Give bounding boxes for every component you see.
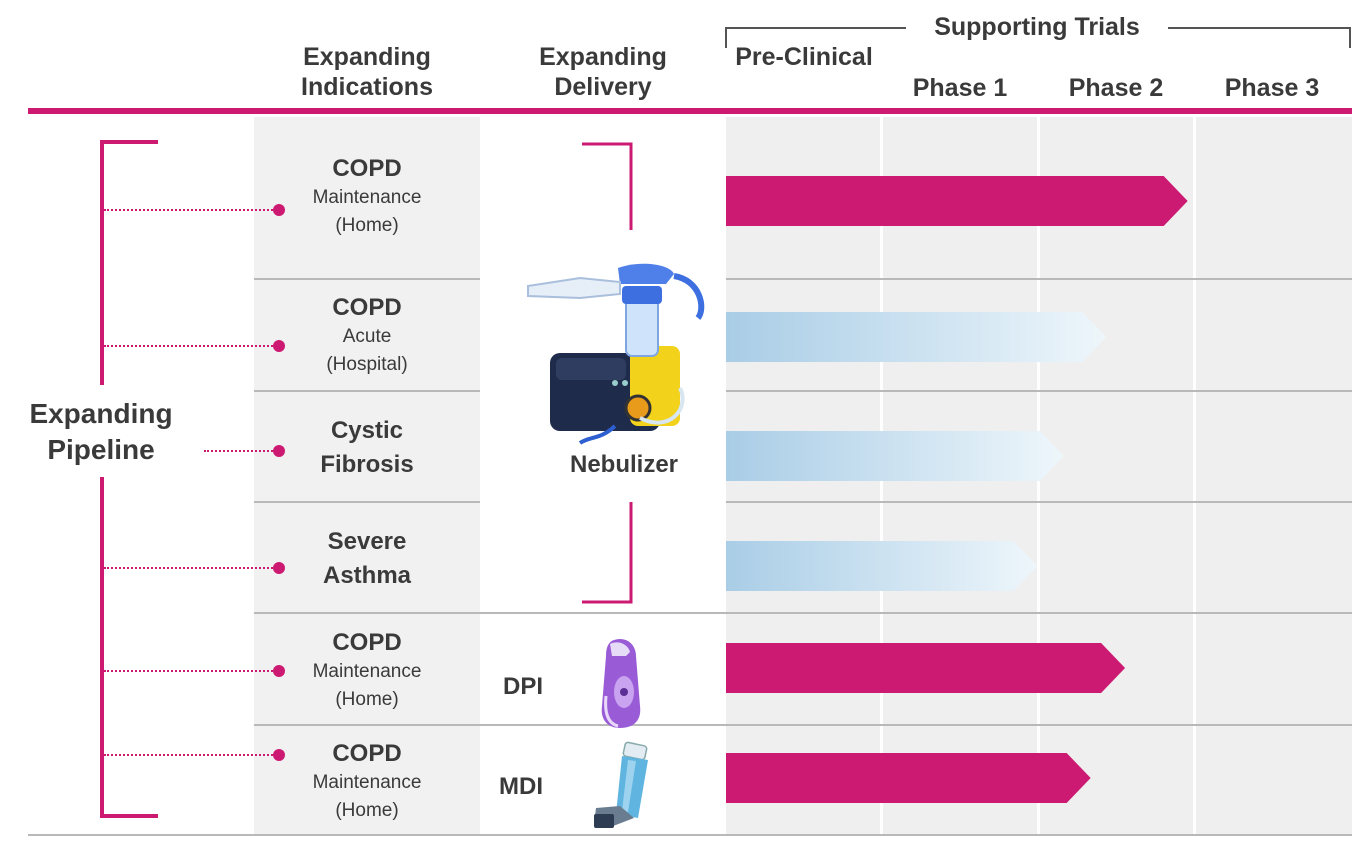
connector-row-6 <box>104 754 276 756</box>
indication-row-5: COPD Maintenance (Home) <box>254 628 480 714</box>
phase-header-phase3: Phase 3 <box>1194 73 1350 103</box>
indications-column-background <box>254 117 480 836</box>
connector-dot <box>273 445 285 457</box>
phase-header-text: Phase 1 <box>912 74 1008 102</box>
indication-name: Cystic Fibrosis <box>320 417 414 478</box>
connector-dot <box>273 665 285 677</box>
delivery-mdi-label: MDI <box>499 773 543 801</box>
mdi-label-text: MDI <box>499 773 543 800</box>
indication-name: COPD <box>332 740 402 767</box>
mdi-inhaler-icon <box>594 741 648 828</box>
row-separator <box>254 390 480 392</box>
indication-detail: Maintenance (Home) <box>312 661 422 710</box>
indication-detail: Maintenance (Home) <box>312 772 422 821</box>
row-separator <box>726 390 1352 392</box>
bottom-rule <box>28 834 1352 836</box>
delivery-nebulizer-label: Nebulizer <box>540 451 708 479</box>
indication-row-3: Cystic Fibrosis <box>254 414 480 482</box>
indication-name: COPD <box>332 155 402 182</box>
connector-dot <box>273 749 285 761</box>
indication-name: COPD <box>332 294 402 321</box>
connector-row-5 <box>104 670 276 672</box>
header-delivery-text: Expanding Delivery <box>539 43 667 101</box>
connector-row-2 <box>104 345 276 347</box>
phase-header-phase1: Phase 1 <box>882 73 1038 103</box>
row-separator <box>726 278 1352 280</box>
row-separator <box>726 501 1352 503</box>
row-separator <box>254 501 480 503</box>
delivery-dpi-label: DPI <box>503 673 543 701</box>
pipeline-bracket-top <box>100 140 104 385</box>
header-indications-text: Expanding Indications <box>301 43 433 101</box>
connector-row-1 <box>104 209 276 211</box>
header-supporting-trials-text: Supporting Trials <box>934 13 1140 41</box>
indication-name: Severe Asthma <box>322 528 412 589</box>
nebulizer-label-text: Nebulizer <box>569 451 679 478</box>
nebulizer-bracket <box>582 142 633 604</box>
pipeline-label-text: Expanding Pipeline <box>29 398 173 465</box>
connector-dot <box>273 204 285 216</box>
header-expanding-indications: Expanding Indications <box>254 42 480 102</box>
row-separator <box>254 278 480 280</box>
indication-row-6: COPD Maintenance (Home) <box>254 739 480 825</box>
phase-header-text: Phase 2 <box>1068 74 1164 102</box>
phase-separator <box>1193 117 1196 836</box>
dpi-label-text: DPI <box>503 673 544 700</box>
phase-header-text: Pre-Clinical <box>735 43 873 71</box>
phase-header-text: Phase 3 <box>1224 74 1320 102</box>
phase-header-phase2: Phase 2 <box>1038 73 1194 103</box>
header-supporting-trials: Supporting Trials <box>906 12 1168 42</box>
indication-row-4: Severe Asthma <box>254 525 480 593</box>
indication-detail: Acute (Hospital) <box>326 326 408 375</box>
pipeline-bracket-bottom-cap <box>100 814 158 818</box>
indication-row-2: COPD Acute (Hospital) <box>254 293 480 379</box>
progress-arrow-row-4 <box>726 541 1038 591</box>
progress-arrow-row-2 <box>726 312 1107 362</box>
nebulizer-device-icon <box>527 263 705 445</box>
progress-arrow-row-6 <box>726 753 1091 803</box>
connector-row-4 <box>104 567 276 569</box>
indication-detail: Maintenance (Home) <box>312 187 422 236</box>
phase-header-preclinical: Pre-Clinical <box>726 42 882 72</box>
header-rule <box>28 108 1352 114</box>
row-separator <box>254 612 1352 614</box>
pipeline-bracket-top-cap <box>100 140 158 144</box>
pipeline-bracket-bottom <box>100 477 104 818</box>
pipeline-label: Expanding Pipeline <box>20 396 182 468</box>
connector-dot <box>273 562 285 574</box>
indication-row-1: COPD Maintenance (Home) <box>254 154 480 240</box>
header-expanding-delivery: Expanding Delivery <box>490 42 716 102</box>
supporting-trials-bracket <box>725 27 1351 48</box>
connector-dot <box>273 340 285 352</box>
dpi-inhaler-icon <box>601 638 641 728</box>
progress-arrow-row-3 <box>726 431 1065 481</box>
connector-row-3 <box>204 450 276 452</box>
progress-arrow-row-5 <box>726 643 1126 693</box>
indication-name: COPD <box>332 629 402 656</box>
progress-arrow-row-1 <box>726 176 1188 226</box>
row-separator <box>254 724 1352 726</box>
